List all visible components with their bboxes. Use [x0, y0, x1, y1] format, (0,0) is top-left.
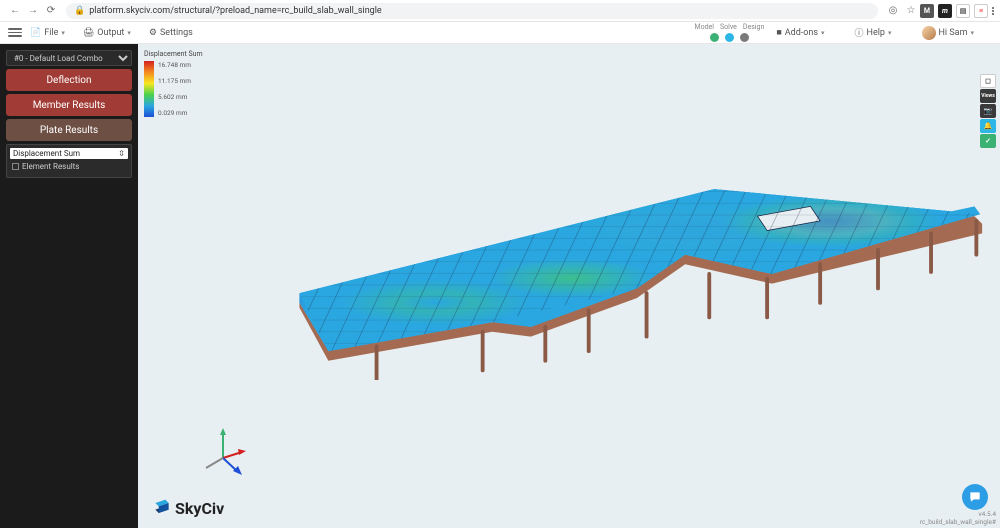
- legend-stop: 5.602 mm: [158, 93, 191, 101]
- extension-icon[interactable]: ▤: [956, 4, 970, 18]
- results-dropdown[interactable]: Displacement Sum ⇳: [10, 148, 128, 159]
- legend-stop: 16.748 mm: [158, 61, 191, 69]
- msd-label: Solve: [720, 23, 737, 31]
- back-icon[interactable]: ←: [8, 4, 22, 18]
- status-dot-design[interactable]: [740, 33, 749, 42]
- skyciv-logo: SkyCiv: [152, 498, 224, 518]
- menu-label: File: [44, 28, 58, 38]
- avatar: [922, 26, 936, 40]
- chevron-down-icon: ▾: [888, 29, 892, 37]
- member-results-button[interactable]: Member Results: [6, 94, 132, 116]
- legend-bar: [144, 61, 154, 117]
- url-bar[interactable]: 🔒 platform.skyciv.com/structural/?preloa…: [66, 3, 878, 19]
- deflection-button[interactable]: Deflection: [6, 69, 132, 91]
- chat-button[interactable]: [962, 484, 988, 510]
- load-combo-select[interactable]: #0 - Default Load Combo: [6, 50, 132, 66]
- menu-label: Settings: [160, 28, 193, 38]
- menu-output[interactable]: 🖨 Output ▾: [83, 28, 131, 38]
- legend-title: Displacement Sum: [144, 50, 203, 58]
- lock-icon: 🔒: [74, 6, 85, 16]
- star-icon[interactable]: ☆: [904, 4, 918, 18]
- msd-label: Model: [695, 23, 714, 31]
- chevron-down-icon: ▾: [970, 29, 974, 37]
- chat-icon: [968, 490, 982, 504]
- model-solve-design: Model Solve Design: [695, 23, 765, 42]
- search-ext-icon[interactable]: ◎: [886, 4, 900, 18]
- model-name-text: rc_build_slab_wall_single#: [920, 519, 996, 527]
- url-host: platform.skyciv.com: [89, 6, 170, 16]
- checkbox-icon: [12, 163, 19, 170]
- msd-label: Design: [743, 23, 764, 31]
- forward-icon[interactable]: →: [26, 4, 40, 18]
- menu-settings[interactable]: ⚙ Settings: [149, 28, 193, 38]
- main-area: #0 - Default Load Combo Deflection Membe…: [0, 44, 1000, 528]
- element-results-checkbox[interactable]: Element Results: [12, 162, 126, 171]
- app-menubar: 📄 File ▾ 🖨 Output ▾ ⚙ Settings Model Sol…: [0, 22, 1000, 44]
- menu-help[interactable]: ⓘ Help ▾: [855, 26, 892, 39]
- browser-chrome: ← → ⟳ 🔒 platform.skyciv.com/structural/?…: [0, 0, 1000, 22]
- reload-icon[interactable]: ⟳: [44, 4, 58, 18]
- status-dot-model[interactable]: [710, 33, 719, 42]
- updown-icon: ⇳: [118, 149, 125, 158]
- user-menu[interactable]: Hi Sam ▾: [922, 26, 975, 40]
- extension-icon[interactable]: M: [920, 4, 934, 18]
- logo-text: SkyCiv: [175, 499, 224, 518]
- tool-button[interactable]: ◻: [980, 74, 996, 88]
- extension-icon[interactable]: ≡: [974, 4, 988, 18]
- file-icon: 📄: [30, 28, 41, 38]
- plate-results-button[interactable]: Plate Results: [6, 119, 132, 141]
- browser-menu-icon[interactable]: [992, 7, 994, 15]
- menu-addons[interactable]: ■ Add-ons ▾: [776, 27, 824, 38]
- viewport-3d[interactable]: Displacement Sum 16.748 mm 11.175 mm 5.6…: [138, 44, 1000, 528]
- extension-icon[interactable]: m: [938, 4, 952, 18]
- menu-file[interactable]: 📄 File ▾: [30, 28, 65, 38]
- version-footer: v4.5.4 rc_build_slab_wall_single#: [920, 511, 996, 527]
- help-icon: ⓘ: [855, 26, 864, 39]
- checkbox-label: Element Results: [22, 162, 79, 171]
- chevron-down-icon: ▾: [821, 29, 825, 37]
- legend-stop: 0.029 mm: [158, 109, 191, 117]
- user-label: Hi Sam: [939, 28, 968, 38]
- color-legend: Displacement Sum 16.748 mm 11.175 mm 5.6…: [144, 50, 203, 117]
- results-panel: Displacement Sum ⇳ Element Results: [6, 144, 132, 178]
- menu-label: Help: [867, 28, 885, 38]
- menu-label: Add-ons: [785, 28, 818, 38]
- views-button[interactable]: Views: [980, 89, 996, 103]
- logo-icon: [152, 498, 172, 518]
- addons-icon: ■: [776, 27, 781, 38]
- url-path: /structural/?preload_name=rc_build_slab_…: [170, 6, 382, 16]
- menu-label: Output: [97, 28, 124, 38]
- axis-gizmo[interactable]: [198, 426, 248, 476]
- gear-icon: ⚙: [149, 28, 157, 38]
- output-icon: 🖨: [83, 28, 94, 38]
- slab-render: [218, 110, 998, 380]
- chevron-down-icon: ▾: [127, 29, 131, 37]
- sidebar: #0 - Default Load Combo Deflection Membe…: [0, 44, 138, 528]
- chevron-down-icon: ▾: [61, 29, 65, 37]
- hamburger-icon[interactable]: [8, 26, 22, 40]
- legend-stop: 11.175 mm: [158, 77, 191, 85]
- status-dot-solve[interactable]: [725, 33, 734, 42]
- extensions: M m ▤ ≡: [920, 4, 988, 18]
- results-selected: Displacement Sum: [13, 149, 80, 158]
